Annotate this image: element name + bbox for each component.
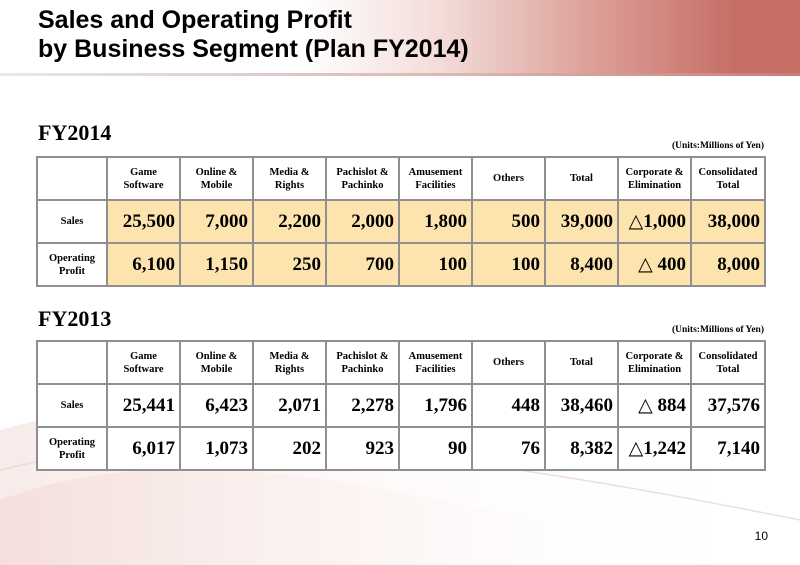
col-header: Game Software (106, 156, 181, 201)
op-cell: 76 (471, 426, 546, 471)
col-header: Consolidated Total (690, 156, 766, 201)
col-header: Media & Rights (252, 340, 327, 385)
op-cell: 250 (252, 242, 327, 287)
fy2013-heading: FY2013 (38, 306, 112, 331)
corner-cell (36, 340, 108, 385)
col-header: Others (471, 156, 546, 201)
sales-cell: 25,500 (106, 199, 181, 244)
col-header: Corporate & Elimination (617, 340, 692, 385)
sales-cell: 500 (471, 199, 546, 244)
sales-cell: 2,071 (252, 383, 327, 428)
operating-profit-row: Operating Profit 6,017 1,073 202 923 90 7… (36, 426, 766, 471)
op-cell: 700 (325, 242, 400, 287)
op-cell: 90 (398, 426, 473, 471)
fy2014-table: Game Software Online & Mobile Media & Right… (36, 156, 766, 287)
fy2013-units: (Units:Millions of Yen) (671, 325, 764, 335)
sales-cell: 448 (471, 383, 546, 428)
op-cell: △ 400 (617, 242, 692, 287)
col-header: Amusement Facilities (398, 340, 473, 385)
sales-row: Sales 25,441 6,423 2,071 2,278 1,796 448… (36, 383, 766, 428)
op-cell: 923 (325, 426, 400, 471)
header-row: Game Software Online & Mobile Media & Right… (36, 156, 766, 201)
row-label-operating-profit: Operating Profit (36, 242, 108, 287)
op-cell: 8,400 (544, 242, 619, 287)
col-header: Total (544, 340, 619, 385)
operating-profit-row: Operating Profit 6,100 1,150 250 700 100 … (36, 242, 766, 287)
sales-cell: 2,200 (252, 199, 327, 244)
title-line-1: Sales and Operating Profit (38, 6, 352, 34)
sales-cell: 6,423 (179, 383, 254, 428)
col-header: Game Software (106, 340, 181, 385)
fy2014-heading: FY2014 (38, 120, 112, 145)
col-header: Online & Mobile (179, 156, 254, 201)
sales-cell: 25,441 (106, 383, 181, 428)
sales-cell: 2,000 (325, 199, 400, 244)
sales-cell: △1,000 (617, 199, 692, 244)
col-header: Pachislot & Pachinko (325, 340, 400, 385)
col-header: Online & Mobile (179, 340, 254, 385)
op-cell: 8,382 (544, 426, 619, 471)
sales-cell: 7,000 (179, 199, 254, 244)
col-header: Pachislot & Pachinko (325, 156, 400, 201)
row-label-sales: Sales (36, 199, 108, 244)
sales-cell: 2,278 (325, 383, 400, 428)
fy2013-table: Game Software Online & Mobile Media & Right… (36, 340, 766, 471)
op-cell: 202 (252, 426, 327, 471)
op-cell: 1,150 (179, 242, 254, 287)
op-cell: 7,140 (690, 426, 766, 471)
col-header: Amusement Facilities (398, 156, 473, 201)
col-header: Corporate & Elimination (617, 156, 692, 201)
sales-row: Sales 25,500 7,000 2,200 2,000 1,800 500… (36, 199, 766, 244)
sales-cell: 39,000 (544, 199, 619, 244)
header-row: Game Software Online & Mobile Media & Right… (36, 340, 766, 385)
col-header: Others (471, 340, 546, 385)
page-title: Sales and Operating Profit by Business S… (38, 6, 469, 64)
op-cell: 8,000 (690, 242, 766, 287)
sales-cell: 38,000 (690, 199, 766, 244)
page-number: 10 (754, 529, 768, 543)
header-band (0, 0, 800, 76)
row-label-operating-profit: Operating Profit (36, 426, 108, 471)
row-label-sales: Sales (36, 383, 108, 428)
sales-cell: 37,576 (690, 383, 766, 428)
op-cell: 6,100 (106, 242, 181, 287)
sales-cell: 1,800 (398, 199, 473, 244)
sales-cell: 38,460 (544, 383, 619, 428)
sales-cell: △ 884 (617, 383, 692, 428)
op-cell: 1,073 (179, 426, 254, 471)
col-header: Media & Rights (252, 156, 327, 201)
op-cell: 100 (398, 242, 473, 287)
corner-cell (36, 156, 108, 201)
op-cell: 6,017 (106, 426, 181, 471)
title-line-2: by Business Segment (Plan FY2014) (38, 35, 469, 63)
col-header: Total (544, 156, 619, 201)
sales-cell: 1,796 (398, 383, 473, 428)
op-cell: 100 (471, 242, 546, 287)
fy2014-units: (Units:Millions of Yen) (671, 141, 764, 151)
col-header: Consolidated Total (690, 340, 766, 385)
op-cell: △1,242 (617, 426, 692, 471)
